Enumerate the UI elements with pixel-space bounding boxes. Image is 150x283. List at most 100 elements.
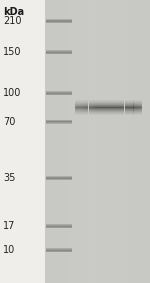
Bar [112,114,113,115]
Bar [80,105,81,106]
Bar [116,107,117,108]
Bar [101,101,102,102]
Bar [135,105,136,106]
Bar [113,102,114,103]
Bar [129,114,130,115]
Bar [118,102,119,103]
Bar [86,108,87,109]
Bar [104,106,105,107]
Bar [75,104,76,105]
Bar [94,104,95,105]
Bar [137,109,138,110]
Bar [94,0,96,283]
Bar [83,107,84,108]
Text: 100: 100 [3,88,21,98]
Bar [139,102,140,103]
Bar [116,101,117,102]
Bar [80,111,81,112]
Bar [90,101,91,102]
Bar [122,104,123,105]
Bar [109,109,110,110]
Bar [126,0,127,283]
Bar [126,112,127,113]
Bar [81,102,82,103]
Bar [129,111,130,112]
Bar [92,108,93,109]
Bar [134,0,136,283]
Bar [112,109,113,110]
Bar [113,109,114,110]
Bar [128,110,129,111]
Bar [138,112,139,113]
Bar [137,101,138,102]
Bar [102,104,103,105]
Bar [101,109,102,110]
Bar [98,0,99,283]
Bar [129,103,130,104]
Bar [105,107,106,108]
Bar [82,107,83,108]
Bar [130,112,131,113]
Bar [85,106,86,107]
Bar [128,108,129,109]
Bar [114,114,116,115]
Bar [116,114,117,115]
Bar [85,110,86,111]
Bar [46,121,72,122]
Bar [87,113,88,114]
Bar [81,100,82,101]
Bar [130,113,131,114]
Bar [110,0,111,283]
Bar [135,101,136,102]
Bar [85,107,86,108]
Bar [90,107,91,108]
Bar [85,109,86,110]
Bar [103,0,105,283]
Bar [94,112,95,113]
Bar [84,0,85,283]
Bar [104,112,105,113]
Bar [95,104,96,105]
Bar [78,105,80,106]
Bar [106,111,108,112]
Bar [94,113,95,114]
Bar [88,109,90,110]
Text: 210: 210 [3,16,21,26]
Bar [94,100,95,101]
Bar [134,105,135,106]
Text: 150: 150 [3,47,21,57]
Bar [96,107,98,108]
Bar [82,109,83,110]
Bar [94,110,95,111]
Bar [110,105,111,106]
Bar [81,110,82,111]
Bar [101,103,102,104]
Bar [120,103,121,104]
Bar [99,114,100,115]
Bar [46,179,72,180]
Bar [102,105,103,106]
Bar [75,111,76,112]
Bar [113,107,114,108]
Bar [106,109,108,110]
Bar [130,108,131,109]
Bar [135,103,136,104]
Bar [75,107,76,108]
Bar [103,111,104,112]
Bar [78,106,80,107]
Bar [71,0,73,283]
Bar [132,113,134,114]
Bar [101,104,102,105]
Bar [106,106,108,107]
Bar [121,111,122,112]
Bar [100,103,101,104]
Bar [116,103,117,104]
Bar [99,108,100,109]
Bar [94,111,95,112]
Bar [122,102,123,103]
Bar [126,103,127,104]
Bar [110,102,111,103]
Bar [117,108,118,109]
Bar [91,102,92,103]
Bar [61,0,63,283]
